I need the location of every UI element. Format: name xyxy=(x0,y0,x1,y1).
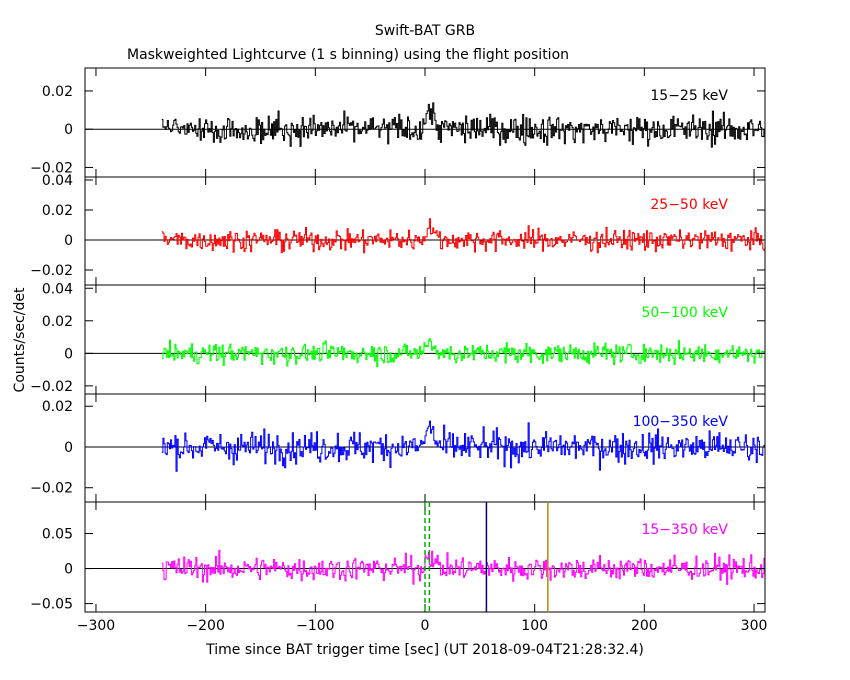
panel-label: 100−350 keV xyxy=(633,414,729,430)
panel-label: 15−25 keV xyxy=(650,88,728,104)
panel-2: −0.02 0 0.02 0.04 50−100 keV xyxy=(30,281,766,395)
panel-3: −0.02 0 0.02 100−350 keV xyxy=(30,393,766,503)
x-tick-label: 200 xyxy=(631,618,658,634)
y-tick-label: 0 xyxy=(64,122,73,138)
y-tick-label: −0.02 xyxy=(30,263,73,279)
panel-label: 25−50 keV xyxy=(650,197,728,213)
y-tick-label: 0.05 xyxy=(42,527,73,543)
x-tick-label: −300 xyxy=(77,618,115,634)
panels-group: −0.02 0 0.02 15−25 keV −0.02 0 0.02 0.04 25−50 k… xyxy=(30,67,766,613)
lightcurve-series xyxy=(161,218,765,254)
y-tick-label: −0.05 xyxy=(30,597,73,613)
y-tick-label: 0.02 xyxy=(42,399,73,415)
y-tick-label: 0.04 xyxy=(42,173,73,189)
y-tick-label: 0 xyxy=(64,562,73,578)
lightcurve-series xyxy=(161,102,765,148)
panel-0: −0.02 0 0.02 15−25 keV xyxy=(30,67,766,178)
y-tick-label: 0 xyxy=(64,440,73,456)
panel-frame xyxy=(84,284,766,395)
panel-frame xyxy=(84,176,766,286)
y-tick-label: 0.02 xyxy=(42,84,73,100)
panel-4: −0.05 0 0.05 15−350 keV xyxy=(30,501,766,613)
y-tick-label: 0 xyxy=(64,346,73,362)
lightcurve-series xyxy=(161,549,765,585)
lightcurve-series xyxy=(161,338,765,368)
y-tick-label: −0.02 xyxy=(30,379,73,395)
x-tick-label: −200 xyxy=(186,618,224,634)
x-axis-label: Time since BAT trigger time [sec] (UT 20… xyxy=(205,642,644,658)
x-tick-label: 300 xyxy=(741,618,768,634)
y-axis-label: Counts/sec/det xyxy=(12,287,28,392)
panel-label: 15−350 keV xyxy=(641,522,728,538)
x-tick-label: −100 xyxy=(296,618,334,634)
chart-title: Swift-BAT GRB xyxy=(375,23,475,39)
panel-frame xyxy=(84,67,766,178)
y-tick-label: −0.02 xyxy=(30,481,73,497)
x-tick-label: 100 xyxy=(521,618,548,634)
chart-subtitle: Maskweighted Lightcurve (1 s binning) us… xyxy=(127,47,569,63)
x-axis: −300 −200 −100 0 100 200 300 xyxy=(77,618,768,634)
panel-label: 50−100 keV xyxy=(641,305,728,321)
y-tick-label: 0.04 xyxy=(42,281,73,297)
y-tick-label: −0.02 xyxy=(30,160,73,176)
lightcurve-series xyxy=(161,420,765,472)
y-tick-label: 0.02 xyxy=(42,314,73,330)
y-tick-label: 0 xyxy=(64,233,73,249)
y-tick-label: 0.02 xyxy=(42,203,73,219)
panel-1: −0.02 0 0.02 0.04 25−50 keV xyxy=(30,173,766,286)
x-tick-label: 0 xyxy=(421,618,430,634)
